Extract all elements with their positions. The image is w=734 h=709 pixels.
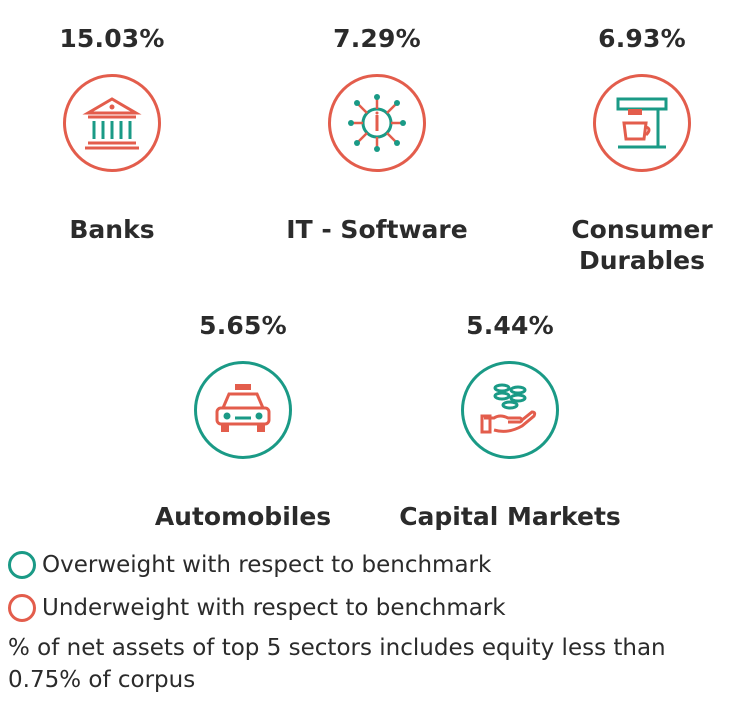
legend-underweight-label: Underweight with respect to benchmark: [42, 595, 506, 621]
underweight-ring-icon: [8, 594, 36, 622]
car-icon: [215, 384, 271, 432]
underweight-ring: [328, 74, 426, 172]
underweight-ring: [63, 74, 161, 172]
sector-percentage: 5.44%: [466, 311, 554, 340]
sector-it-software: 7.29% IT - Software: [257, 22, 497, 244]
footnote: % of net assets of top 5 sectors include…: [8, 635, 666, 693]
legend-overweight: Overweight with respect to benchmark: [8, 549, 491, 581]
sector-capital-markets: 5.44% Capital Markets: [390, 309, 630, 531]
sector-banks: 15.03% Banks: [0, 22, 232, 244]
sector-percentage: 6.93%: [598, 24, 686, 53]
sector-percentage: 7.29%: [333, 24, 421, 53]
underweight-ring: [593, 74, 691, 172]
overweight-ring-icon: [8, 551, 36, 579]
sector-automobiles: 5.65% Automobiles: [123, 309, 363, 531]
sector-name: IT - Software: [286, 215, 468, 244]
bank-icon: [82, 97, 142, 150]
overweight-ring: [461, 361, 559, 459]
sector-name: Banks: [69, 215, 155, 244]
sector-name: Capital Markets: [399, 502, 621, 531]
hand-coins-icon: [480, 383, 537, 434]
sector-percentage: 15.03%: [59, 24, 165, 53]
sector-consumer-durables: 6.93% Consumer Durables: [522, 22, 734, 275]
sector-name: Automobiles: [154, 502, 332, 531]
sector-percentage: 5.65%: [199, 311, 287, 340]
coffee-machine-icon: [616, 97, 668, 149]
sector-name: Consumer Durables: [571, 215, 713, 275]
circuit-chip-icon: [348, 94, 406, 152]
overweight-ring: [194, 361, 292, 459]
legend-underweight: Underweight with respect to benchmark: [8, 592, 506, 624]
legend-overweight-label: Overweight with respect to benchmark: [42, 552, 492, 578]
